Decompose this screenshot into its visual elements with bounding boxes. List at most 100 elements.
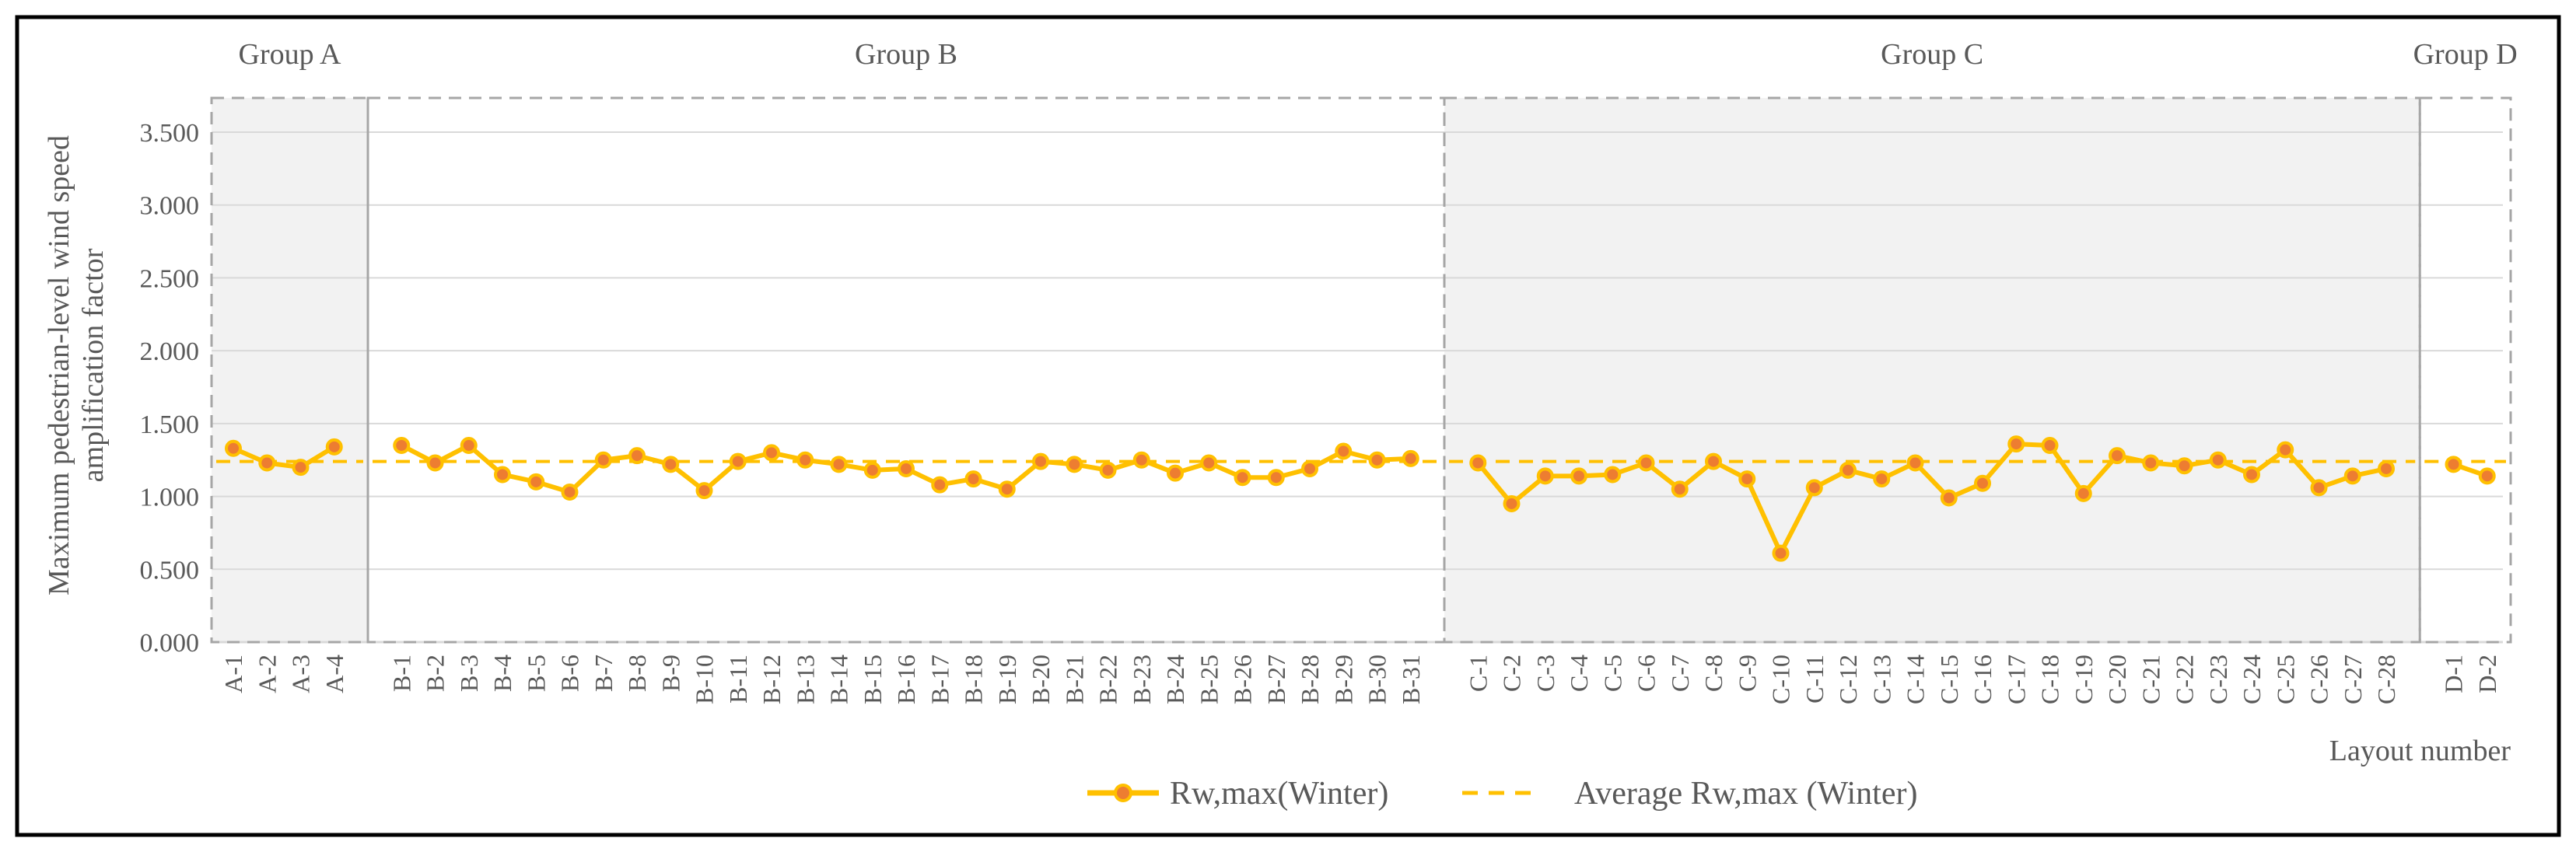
x-tick-label: B-31 [1397,655,1425,704]
x-tick-label: C-7 [1666,655,1694,692]
data-point [1906,454,1924,472]
x-tick-label: C-9 [1733,655,1761,692]
gridlines [212,131,2503,644]
x-tick-label: B-21 [1060,655,1088,704]
x-tick-label: C-28 [2372,655,2400,704]
x-tick-label: C-13 [1867,655,1895,704]
y-axis-title-line2: amplification factor [77,248,110,482]
data-point [998,480,1016,498]
data-point [292,459,310,477]
x-tick-label: C-4 [1565,655,1593,692]
data-point [2310,479,2328,497]
data-point [561,483,579,501]
x-tick-label: C-27 [2339,655,2367,704]
x-tick-label: D-2 [2473,655,2501,693]
data-point [1066,456,1083,473]
data-point [594,451,612,469]
data-point [1604,466,1622,484]
data-point [964,470,982,488]
y-tick-label: 1.000 [140,484,200,512]
x-tick-label: C-15 [1935,655,1963,704]
data-point [830,456,848,473]
x-tick-label: C-22 [2171,655,2199,704]
x-tick-label: B-1 [387,655,415,692]
x-tick-label: B-7 [590,655,618,692]
legend-average-label: Average Rw,max (Winter) [1574,776,1917,812]
data-point [1469,454,1487,472]
x-tick-label: B-13 [791,655,819,704]
x-tick-label: A-1 [219,655,247,693]
x-tick-label: C-10 [1767,655,1795,704]
data-point [1503,494,1521,512]
x-tick-label: B-5 [522,655,550,692]
x-tick-label: B-11 [724,655,752,704]
x-tick-label: C-8 [1699,655,1727,692]
data-point [1637,454,1655,472]
data-point [2445,456,2462,473]
data-point [1234,469,1251,487]
data-point [898,459,915,477]
data-point [2209,451,2227,469]
x-tick-label: C-23 [2204,655,2232,704]
group-box [2418,96,2512,644]
x-axis-title: Layout number [2329,735,2511,767]
data-point [426,454,444,472]
data-point [2007,435,2025,453]
x-tick-label: B-14 [825,655,853,704]
x-tick-label: B-29 [1329,655,1357,704]
x-tick-label: B-18 [960,655,988,704]
group-shade-group-c [1444,98,2420,642]
y-tick-label: 2.000 [140,337,200,366]
legend: Rw,max(Winter) Average Rw,max (Winter) [1087,776,1917,812]
data-points [225,435,2496,562]
data-point [695,482,713,500]
x-tick-labels: A-1 A-2 A-3 A-4 B-1 B-2 B-3 B-4 B-5 B-6 B-7 B-8 B-9 B… [219,655,2501,704]
data-point [1705,452,1722,470]
data-point [2074,484,2092,502]
series-line-group-a [232,445,336,470]
data-point [1099,461,1117,479]
data-point [729,452,747,470]
data-point [863,461,881,479]
x-tick-label: B-8 [623,655,651,692]
group-boxes [210,96,2512,644]
x-tick-label: C-17 [2002,655,2030,704]
y-tick-label: 2.500 [140,264,200,293]
data-point [460,436,478,454]
x-tick-label: B-30 [1363,655,1391,704]
group-shading [212,98,2420,642]
group-label: Group C [1881,38,1983,71]
group-label: Group A [239,38,342,71]
data-point [628,447,646,465]
x-tick-label: B-17 [926,655,954,704]
data-point [1738,470,1756,488]
data-point [1167,464,1184,482]
data-point [1805,479,1823,497]
x-tick-label: C-19 [2070,655,2098,704]
group-labels: Group A Group B Group C Group D [239,38,2518,71]
data-point [1032,452,1049,470]
x-tick-label: C-24 [2238,655,2266,704]
x-tick-label: B-22 [1094,655,1122,704]
x-tick-label: B-24 [1161,655,1189,704]
x-tick-label: C-11 [1801,655,1829,704]
legend-series-label: Rw,max(Winter) [1170,776,1388,812]
group-box [1443,96,2421,644]
data-point [2378,459,2395,477]
x-tick-label: B-9 [656,655,684,692]
data-point [258,454,276,472]
x-tick-label: C-25 [2271,655,2299,704]
x-tick-label: C-12 [1834,655,1862,704]
data-point [763,444,780,462]
x-tick-label: C-1 [1464,655,1492,692]
x-tick-label: A-3 [287,655,315,693]
data-point [2175,457,2193,475]
data-point [225,439,242,457]
x-tick-label: C-26 [2305,655,2333,704]
x-tick-label: C-6 [1633,655,1661,692]
x-tick-label: D-1 [2440,655,2468,693]
x-tick-label: B-27 [1262,655,1290,704]
x-tick-label: C-20 [2103,655,2131,704]
